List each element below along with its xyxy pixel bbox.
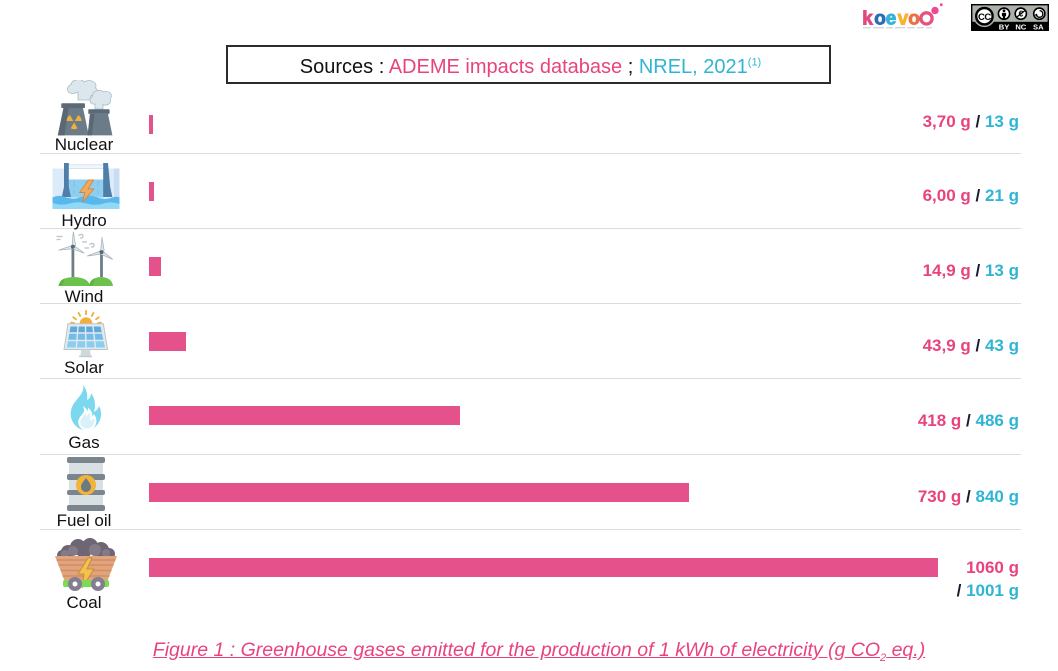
svg-text:e: e <box>886 9 897 30</box>
svg-text:CC: CC <box>978 12 991 23</box>
svg-text:BY: BY <box>999 22 1010 31</box>
svg-text:o: o <box>908 9 920 30</box>
svg-text:o: o <box>874 9 886 30</box>
svg-text:v: v <box>898 9 909 30</box>
svg-text:NC: NC <box>1015 22 1026 31</box>
svg-text:k: k <box>862 9 873 30</box>
svg-text:SA: SA <box>1033 22 1044 31</box>
